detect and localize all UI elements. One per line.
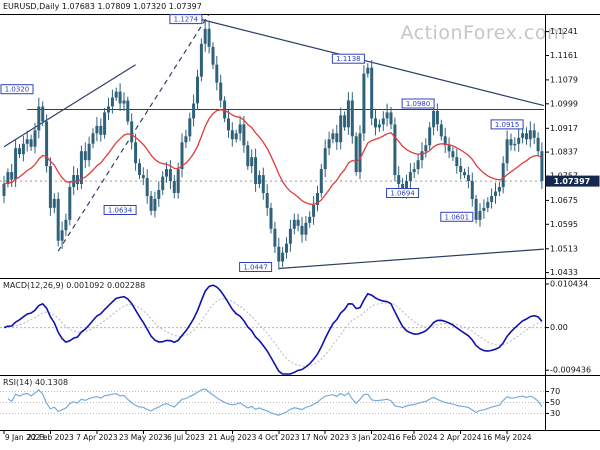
price-label-box [239,262,273,272]
x-axis-label: 16 Feb 2024 [390,433,438,442]
svg-text:1.07397: 1.07397 [554,177,590,186]
annotations [0,13,545,270]
rsi-axis-label: 50 [550,398,560,407]
macd-label: MACD(12,26,9) 0.001092 0.002288 [3,281,146,290]
macd-axis-label: -0.009436 [550,366,591,375]
ma-line [3,109,543,205]
y-axis-label: 1.0513 [550,244,578,253]
price-label-box [169,14,203,25]
price-labels: 1.0320 1.1274 1.1138 1.0980 1.0915 1.0694 1.06… [0,14,524,272]
svg-text:1.0447: 1.0447 [243,264,268,272]
watermark: ActionForex.com [400,22,566,44]
macd-axis-label: 0.00 [550,323,568,332]
y-axis: 1.1241 1.1161 1.1079 1.0999 1.0917 1.0837 1.07… [545,27,591,418]
x-axis-label: 4 Oct 2023 [257,433,300,442]
x-axis-label: 17 Nov 2023 [301,433,350,442]
svg-text:1.1274: 1.1274 [174,16,199,24]
svg-text:1.0694: 1.0694 [390,190,415,198]
x-axis-label: 7 Apr 2023 [76,433,118,442]
x-axis-label: 21 Aug 2023 [208,433,257,442]
y-axis-label: 1.1161 [550,51,578,60]
rsi-line [7,388,543,416]
y-axis-label: 1.0675 [550,196,578,205]
y-axis-label: 1.0837 [550,148,578,157]
candle-series [2,20,544,270]
svg-text:1.0601: 1.0601 [445,213,470,221]
macd-signal-line [3,298,542,367]
y-axis-label: 1.0917 [550,124,578,133]
y-axis-label: 1.0433 [550,268,578,277]
y-axis-label: 1.0595 [550,220,578,229]
price-label-box [103,205,137,215]
chart-title: EURUSD,Daily 1.07683 1.07809 1.07320 1.0… [3,2,202,11]
svg-text:1.0980: 1.0980 [406,100,431,108]
rsi-axis-label: 30 [550,409,560,418]
current-price-tag: 1.07397 [545,175,600,187]
y-axis-label: 1.0999 [550,99,578,108]
x-axis-label: 2 Apr 2024 [439,433,482,442]
macd-line [3,284,543,375]
svg-text:1.0634: 1.0634 [108,207,133,215]
x-axis-label: 3 Jan 2024 [351,433,392,442]
x-axis: 9 Jan 2023 22 Feb 2023 7 Apr 2023 23 May 20… [0,433,600,449]
y-axis-label: 1.1079 [550,75,578,84]
x-axis-label: 9 Jan 2023 [4,433,46,442]
rsi-label: RSI(14) 40.1308 [3,378,69,387]
price-label-box [440,211,474,222]
x-axis-label: 22 Feb 2023 [27,433,74,442]
macd-panel [0,284,545,375]
price-label-box [0,84,34,95]
y-axis-label: 1.1241 [550,27,578,36]
svg-text:1.0320: 1.0320 [5,86,30,94]
svg-text:1.1138: 1.1138 [336,55,361,63]
panel-frame [0,14,600,434]
x-axis-label: 16 May 2024 [482,433,532,442]
macd-axis-label: 0.010434 [550,280,588,289]
svg-text:1.0915: 1.0915 [495,121,520,129]
x-axis-label: 6 Jul 2023 [167,433,205,442]
rsi-axis-label: 70 [550,387,560,396]
price-label-box [401,98,435,109]
rsi-panel [0,388,545,416]
price-label-box [490,119,524,130]
price-label-box [331,53,365,64]
price-label-box [386,188,420,198]
x-axis-label: 23 May 2023 [118,433,168,442]
